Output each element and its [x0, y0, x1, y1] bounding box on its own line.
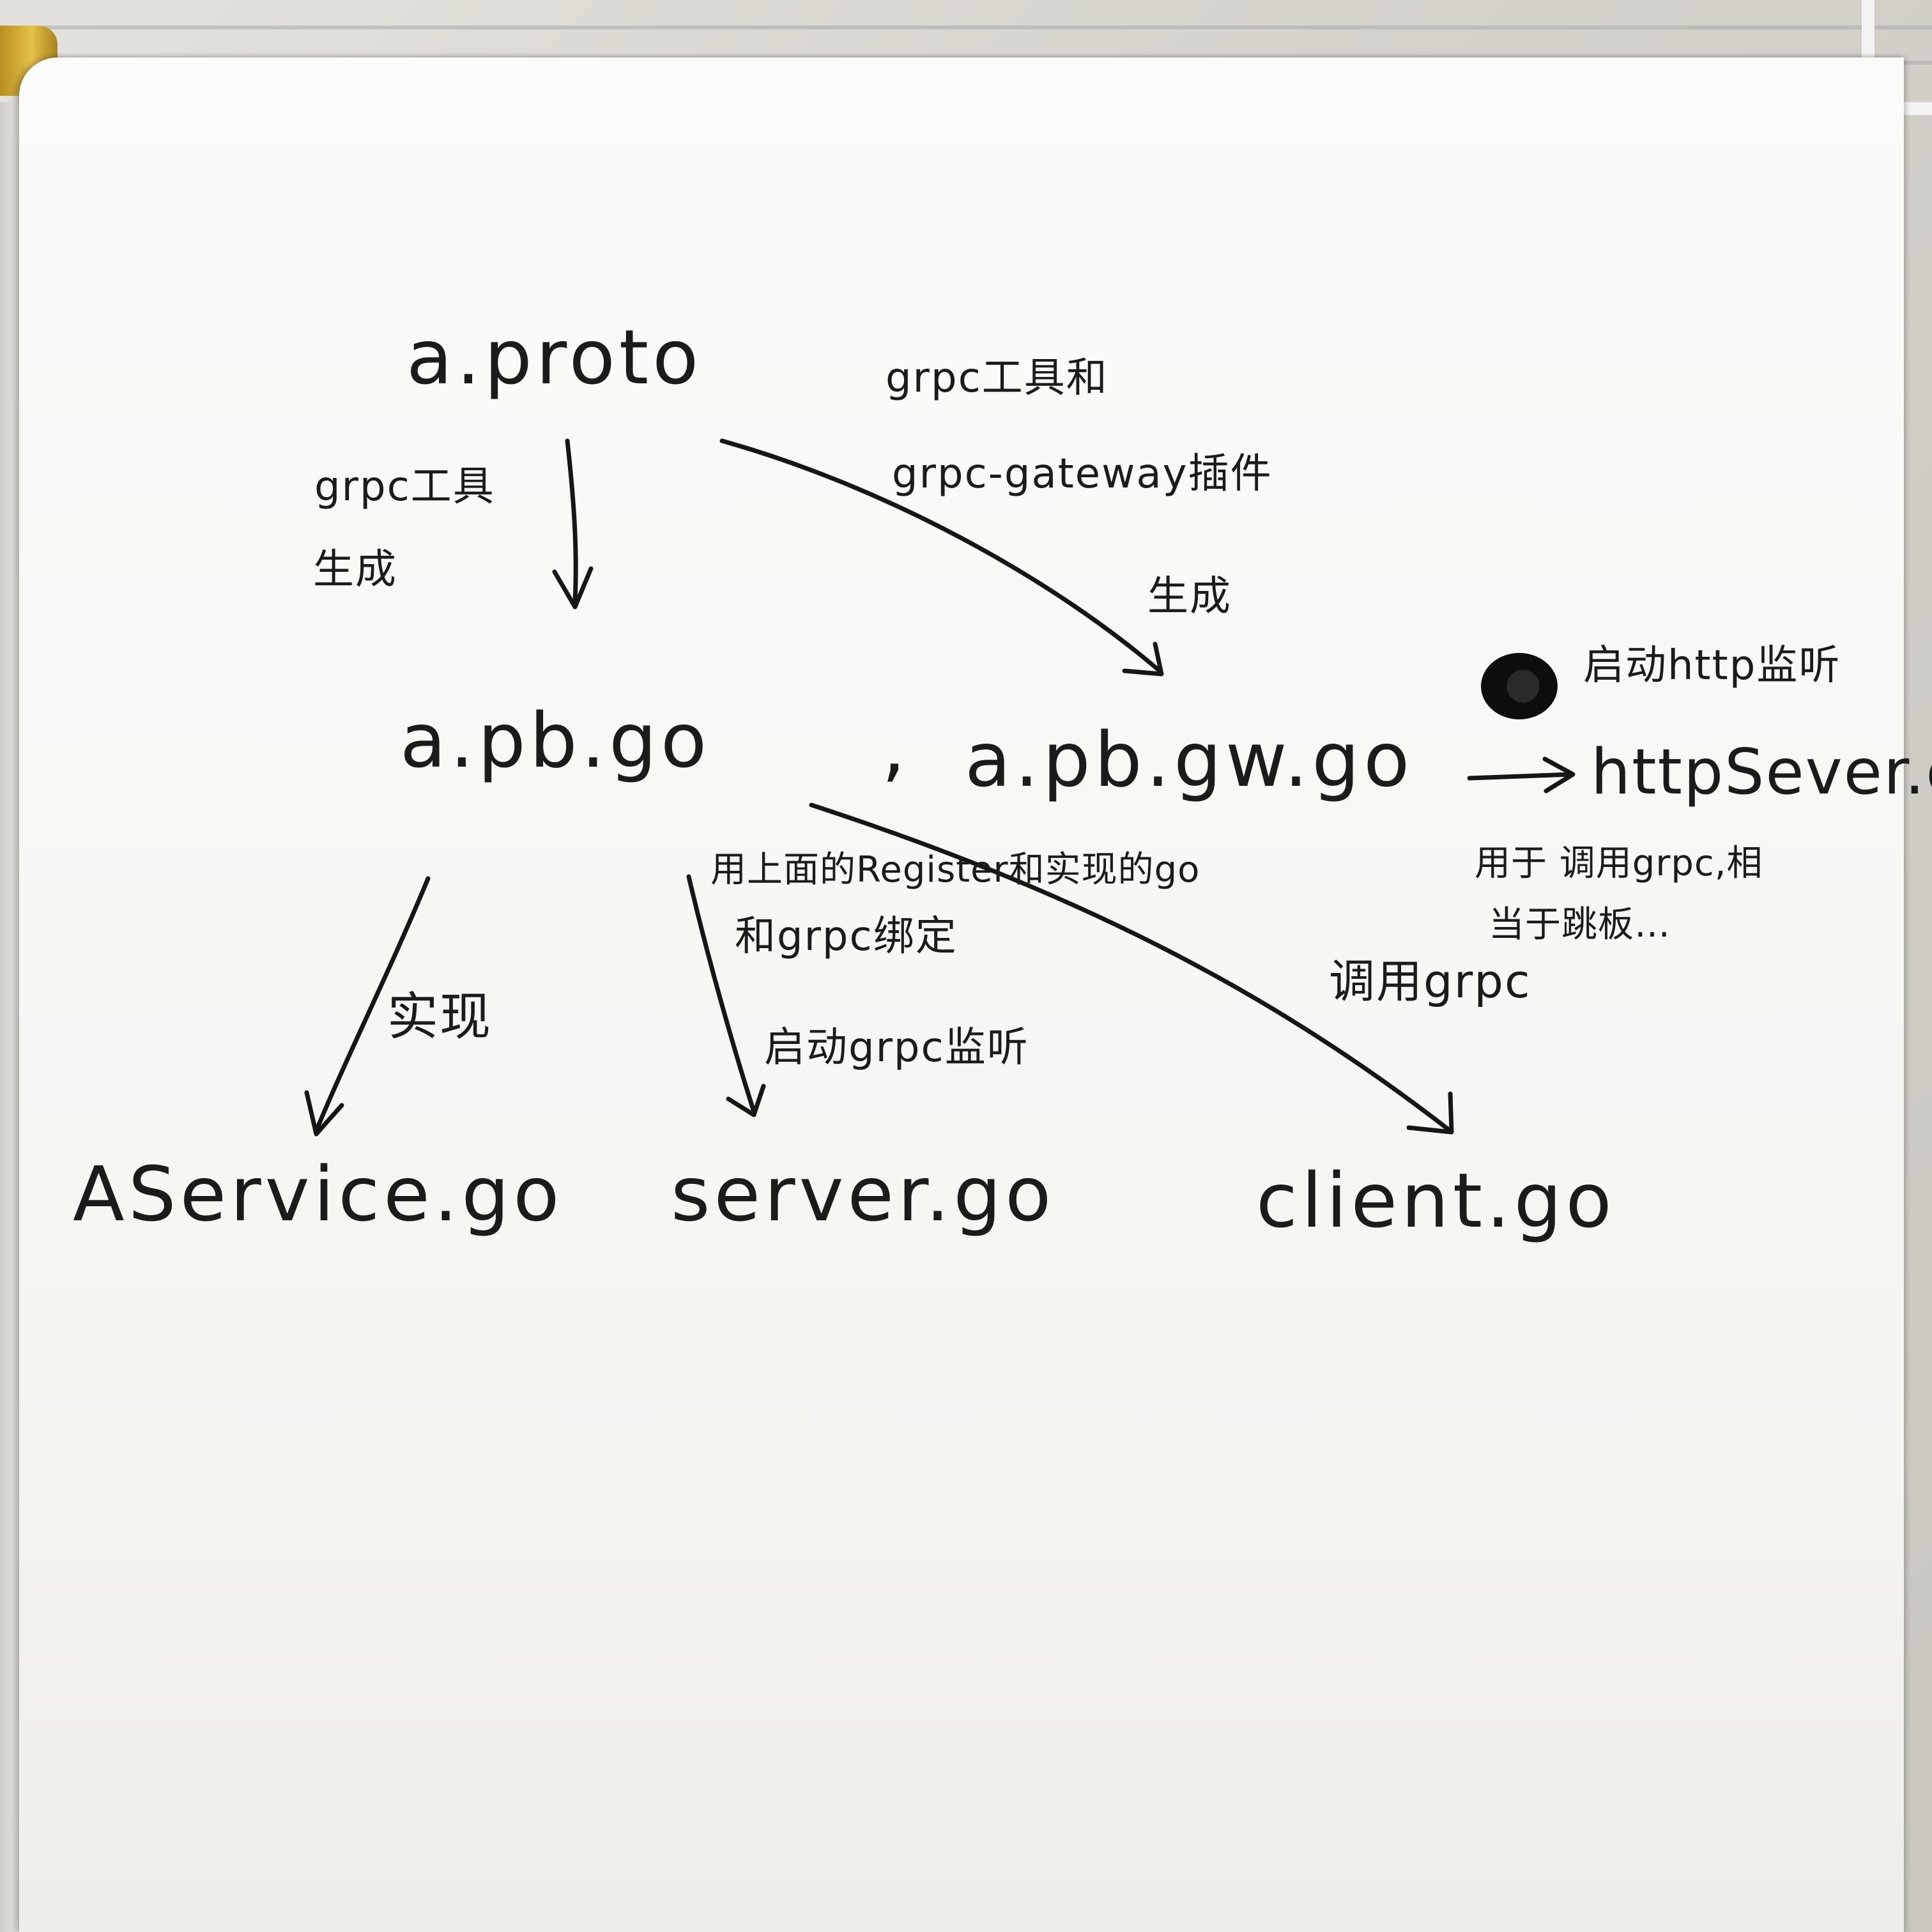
note-generate-right: 生成 [1147, 573, 1232, 620]
note-register-1: 用上面的Register和实现的go [710, 849, 1200, 891]
note-start-grpc: 启动grpc监听 [764, 1024, 1029, 1071]
arrow-gw-to-http [1467, 772, 1574, 781]
arrow-pb-to-aservice [314, 876, 431, 1133]
file-client: client.go [1256, 1156, 1616, 1245]
note-implement: 实现 [387, 987, 492, 1046]
note-start-http: 启动http监听 [1583, 642, 1841, 689]
arrow-proto-to-gw [719, 438, 1162, 673]
arrowhead-proto-to-pb [552, 566, 594, 610]
table-line [0, 26, 1932, 29]
arrowhead-to-client [1406, 1091, 1454, 1135]
note-gateway-plugin: grpc-gateway插件 [892, 450, 1273, 498]
arrow-to-client [809, 802, 1453, 1133]
file-server: server.go [671, 1150, 1055, 1238]
note-grpc-tool: grpc工具 [314, 463, 495, 510]
arrow-pb-to-server [686, 874, 756, 1114]
file-http-server: httpSever.go [1591, 736, 1932, 809]
notebook-page [19, 57, 1904, 1932]
file-aservice: AService.go [73, 1150, 564, 1238]
note-call-grpc: 调用grpc [1329, 954, 1531, 1008]
arrowhead-pb-to-aservice [304, 1090, 344, 1137]
scribble-icon [1481, 653, 1558, 719]
file-pb-go: a.pb.go [400, 696, 711, 785]
note-register-2: 和grpc绑定 [735, 913, 958, 960]
arrowhead-proto-to-gw [1122, 641, 1164, 677]
comma: , [882, 703, 910, 791]
arrowhead-pb-to-server [726, 1084, 766, 1117]
note-generate-left: 生成 [313, 546, 397, 594]
note-http-purpose-2: 当于跳板… [1489, 904, 1671, 946]
file-proto: a.proto [406, 313, 703, 401]
note-grpc-tool-and: grpc工具和 [885, 355, 1108, 402]
file-pb-gw-go: a.pb.gw.go [965, 716, 1414, 804]
arrowhead-gw-to-http [1542, 756, 1575, 793]
arrow-proto-to-pb [565, 438, 578, 603]
note-http-purpose-1: 用于 调用grpc,相 [1475, 843, 1763, 884]
